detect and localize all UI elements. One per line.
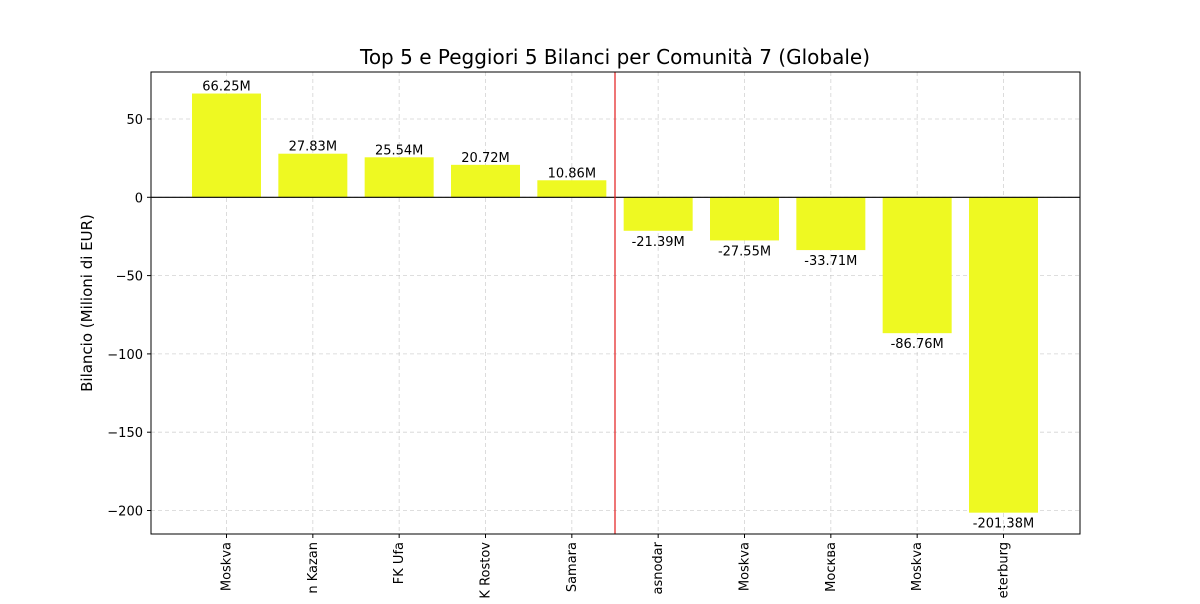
x-tick-label: Москва [824, 542, 839, 592]
bar [537, 180, 607, 198]
plot-frame [150, 71, 1081, 535]
bar [364, 157, 434, 198]
y-axis-label: Bilancio (Milioni di EUR) [78, 214, 96, 392]
bar-value-label: 10.86M [548, 166, 596, 181]
x-tick-label: n Kazan [306, 542, 321, 594]
x-tick-label: Moskva [220, 542, 235, 591]
bar-value-label: 27.83M [289, 140, 337, 155]
bar [796, 197, 866, 251]
x-tick-label: eterburg [997, 542, 1012, 598]
y-tick-label: −200 [107, 505, 143, 520]
y-tick-label: −50 [116, 270, 143, 285]
reference-lines-layer [151, 72, 1080, 534]
bar-value-label: -21.39M [632, 235, 685, 250]
bar [451, 164, 520, 198]
y-tick-label: −150 [107, 426, 143, 441]
bar-value-label: 20.72M [461, 151, 509, 166]
bar-value-label: 25.54M [375, 143, 423, 158]
bar-value-label: 66.25M [202, 80, 250, 95]
bar [192, 93, 261, 198]
x-tick-label: Moskva [910, 542, 925, 591]
bar [969, 197, 1038, 513]
x-tick-label: K Rostov [479, 542, 494, 599]
y-tick-label: −100 [107, 348, 143, 363]
bar [710, 197, 779, 241]
x-tick-label: FK Ufa [392, 542, 407, 584]
bar-value-label: -27.55M [718, 244, 771, 259]
bar-value-label: -33.71M [804, 254, 857, 269]
bar [882, 197, 952, 334]
data-labels-layer: 66.25M 27.83M 25.54M 20.72M 10.86M -21.39M -27… [202, 80, 1034, 532]
y-tick-label: 0 [135, 191, 143, 206]
x-tick-label: asnodar [651, 541, 666, 594]
y-tick-label: 50 [126, 113, 143, 128]
bar-value-label: -201.38M [973, 517, 1034, 532]
x-tick-label: Samara [565, 542, 580, 592]
x-tick-label: Moskva [738, 542, 753, 591]
chart-title: Top 5 e Peggiori 5 Bilanci per Comunità … [359, 45, 870, 69]
bar-value-label: -86.76M [891, 337, 944, 352]
bars-layer [192, 93, 1038, 513]
axis-layer: 50 0 −50 −100 −150 −200 Moskva n Kazan FK Ufa K R… [107, 71, 1081, 599]
bar [623, 197, 693, 231]
bar [278, 153, 348, 198]
